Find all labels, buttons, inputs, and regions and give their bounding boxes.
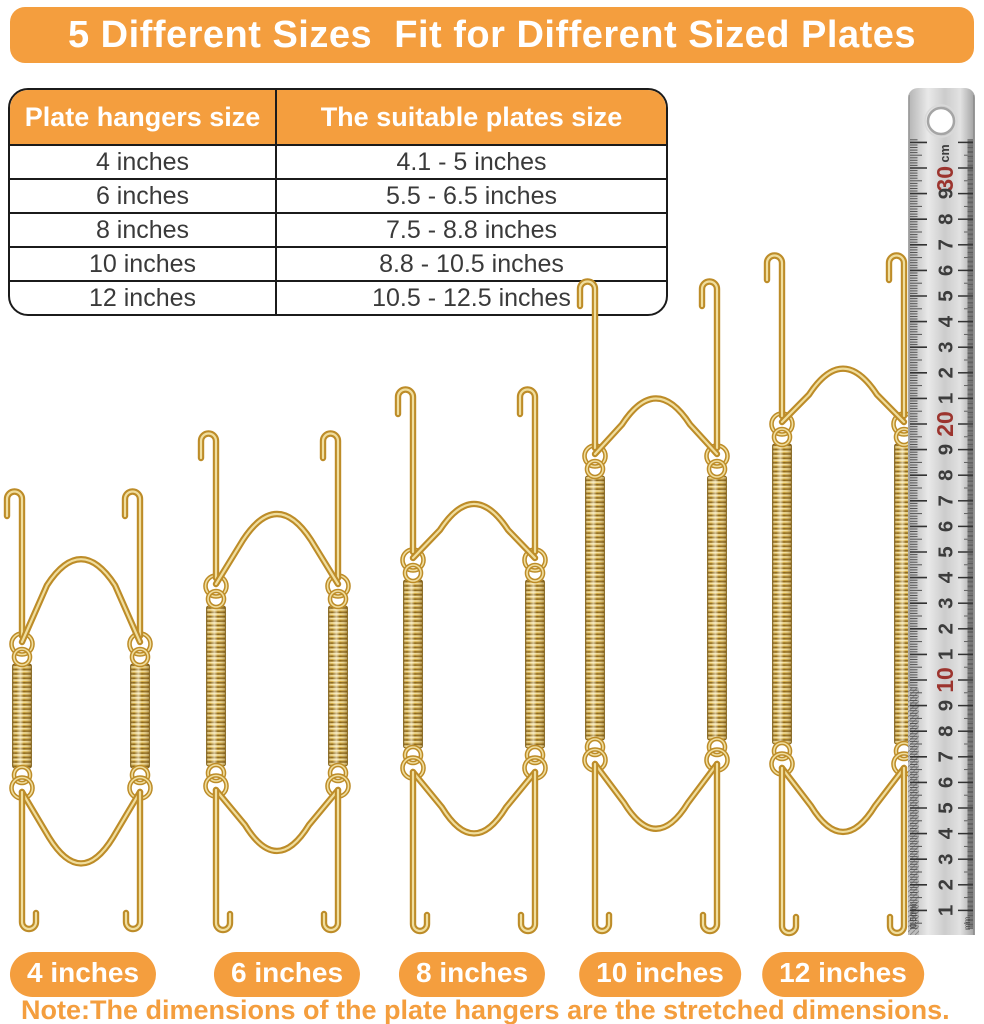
plate-hanger-10-inches (576, 278, 730, 935)
ruler-knurl-strip (908, 688, 919, 935)
plate-hanger-12-inches (763, 252, 917, 937)
table-row: 12 inches 10.5 - 12.5 inches (10, 280, 666, 314)
banner-title: 5 Different Sizes Fit for Different Size… (67, 13, 916, 56)
ruler-number: 4 (934, 571, 957, 583)
header-hanger-size: Plate hangers size (10, 90, 277, 144)
ruler-number: 6 (934, 777, 957, 788)
note-text: Note:The dimensions of the plate hangers… (21, 995, 950, 1024)
table-row: 10 inches 8.8 - 10.5 inches (10, 246, 666, 280)
ruler-number: 6 (934, 265, 957, 276)
hanger-size-cell: 10 inches (10, 248, 277, 280)
size-table: Plate hangers size The suitable plates s… (8, 88, 668, 316)
plate-size-cell: 5.5 - 6.5 inches (386, 181, 557, 210)
plate-hanger-8-inches (394, 386, 548, 935)
ruler-number: 1 (934, 905, 957, 916)
ruler-number: 7 (934, 495, 957, 506)
table-row: 4 inches 4.1 - 5 inches (10, 146, 666, 178)
ruler-number: 10 (932, 667, 958, 693)
hanger-size-cell: 4 inches (10, 146, 277, 178)
plate-size-cell: 4.1 - 5 inches (396, 147, 547, 176)
header-plate-size: The suitable plates size (320, 101, 623, 132)
ruler-number: 3 (934, 853, 957, 864)
ruler-number: 2 (934, 623, 957, 634)
ruler-number: 8 (934, 469, 957, 480)
ruler-number: 9 (934, 700, 957, 711)
ruler-number: 2 (934, 879, 957, 890)
size-label-pill: 6 inches (213, 952, 361, 997)
ruler-number: 5 (934, 546, 957, 557)
plate-hanger-6-inches (197, 430, 351, 934)
ruler-number: 2 (934, 367, 957, 378)
table-row: 8 inches 7.5 - 8.8 inches (10, 212, 666, 246)
ruler-number: 1 (934, 393, 957, 404)
ruler-halfmm-label: 0.5mm (909, 903, 918, 928)
size-table-body: 4 inches 4.1 - 5 inches 6 inches 5.5 - 6.5 … (10, 146, 666, 314)
ruler-number: 9 (934, 444, 957, 455)
size-table-header: Plate hangers size The suitable plates s… (10, 90, 666, 146)
hanger-size-cell: 12 inches (10, 282, 277, 314)
ruler-number: 9 (934, 188, 957, 199)
plate-size-cell: 10.5 - 12.5 inches (372, 283, 571, 312)
size-label-pill: 4 inches (9, 952, 157, 997)
ruler-number: 5 (934, 290, 957, 301)
hanger-size-cell: 8 inches (10, 214, 277, 246)
ruler-number: 20 (932, 411, 958, 437)
ruler-hole (926, 106, 956, 136)
hanger-size-cell: 6 inches (10, 180, 277, 212)
ruler-number: 6 (934, 521, 957, 532)
ruler-number: 30 cm (932, 144, 958, 191)
banner: 5 Different Sizes Fit for Different Size… (10, 7, 974, 63)
table-row: 6 inches 5.5 - 6.5 inches (10, 178, 666, 212)
plate-size-cell: 7.5 - 8.8 inches (386, 215, 557, 244)
ruler-number: 1 (934, 649, 957, 660)
ruler-mm-label: mm (963, 916, 972, 930)
ruler-number: 7 (934, 751, 957, 762)
ruler: 30 cm98765432120987654321109876543210.5m… (908, 88, 975, 935)
plate-hanger-4-inches (3, 488, 153, 933)
size-label-pill: 10 inches (579, 952, 741, 997)
ruler-number: 4 (934, 315, 957, 327)
plate-size-cell: 8.8 - 10.5 inches (379, 249, 564, 278)
ruler-number: 8 (934, 725, 957, 736)
ruler-number: 3 (934, 597, 957, 608)
ruler-number: 7 (934, 239, 957, 250)
ruler-number: 5 (934, 802, 957, 813)
ruler-number: 4 (934, 827, 957, 839)
ruler-number: 8 (934, 213, 957, 224)
size-label-pill: 8 inches (398, 952, 546, 997)
ruler-number: 3 (934, 341, 957, 352)
size-label-pill: 12 inches (762, 952, 924, 997)
